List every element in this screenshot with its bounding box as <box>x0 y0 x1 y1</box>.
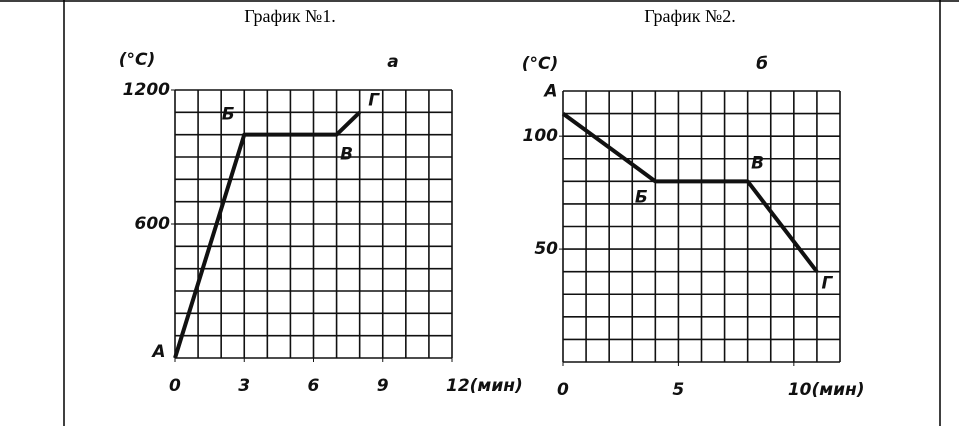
line <box>561 111 819 273</box>
point-label: А <box>150 342 165 362</box>
point-label: Г <box>821 274 833 294</box>
chart-title: График №2. <box>644 6 735 26</box>
y-axis-label: (°C) <box>119 50 156 70</box>
point-label: А <box>542 82 557 102</box>
chart-title: График №1. <box>244 6 335 26</box>
x-tick-label: 0 <box>169 376 181 396</box>
panel-label: а <box>387 52 398 72</box>
y-tick-label: 1200 <box>123 80 170 100</box>
point-label: В <box>340 145 353 165</box>
point-label: Б <box>635 187 648 207</box>
x-tick-label: 9 <box>377 376 389 396</box>
x-tick-label: 10(мин) <box>788 380 865 400</box>
point-label: Б <box>222 105 235 125</box>
x-tick-label: 6 <box>308 376 320 396</box>
y-tick-label: 600 <box>135 214 171 234</box>
y-tick-label: 100 <box>523 126 559 146</box>
x-tick-label: 5 <box>672 380 684 400</box>
line <box>173 110 362 359</box>
y-axis-label: (°C) <box>522 54 559 74</box>
x-tick-label: 12(мин) <box>446 376 523 396</box>
point-label: Г <box>368 90 380 110</box>
y-tick-label: 50 <box>534 239 558 259</box>
x-tick-label: 0 <box>557 380 569 400</box>
x-tick-label: 3 <box>238 376 250 396</box>
point-label: В <box>751 153 764 173</box>
panel-label: б <box>756 54 768 74</box>
